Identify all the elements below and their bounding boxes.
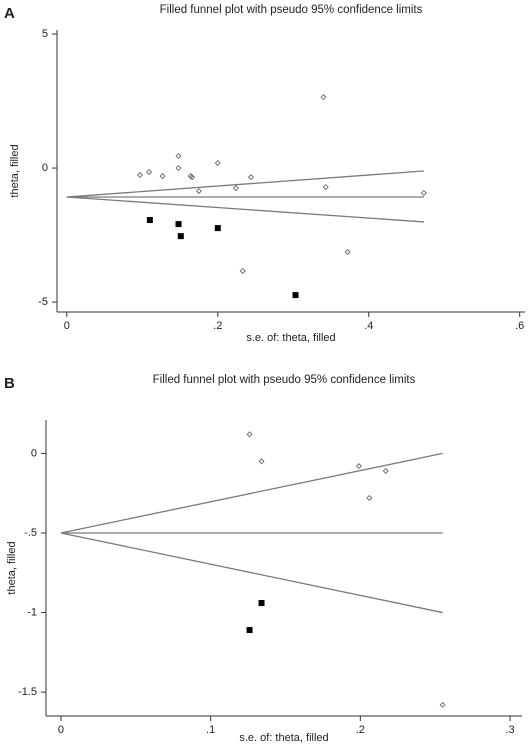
filled-study: [292, 292, 299, 299]
observed-study: [136, 171, 144, 179]
confidence-line: [60, 532, 443, 614]
panel-label: B: [4, 375, 15, 392]
panel-label: A: [4, 5, 15, 22]
observed-study: [247, 174, 255, 181]
x-tick-label: .2: [213, 320, 222, 332]
x-tick-label: .1: [206, 724, 215, 736]
chart-title: Filled funnel plot with pseudo 95% confi…: [160, 4, 423, 16]
observed-study: [366, 494, 373, 502]
y-tick-label: -1.5: [18, 686, 37, 698]
chart-title: Filled funnel plot with pseudo 95% confi…: [153, 374, 416, 386]
observed-study: [322, 184, 329, 191]
filled-study: [246, 627, 253, 634]
y-tick-label: 5: [42, 28, 48, 40]
y-axis-label: theta, filled: [9, 144, 21, 197]
observed-study: [246, 431, 253, 438]
observed-study: [146, 169, 153, 176]
y-tick-label: -5: [38, 296, 48, 308]
observed-study: [159, 173, 166, 180]
filled-study: [146, 217, 153, 224]
observed-study: [239, 267, 246, 275]
y-tick-label: -.5: [24, 527, 37, 539]
observed-study: [420, 189, 427, 197]
y-tick-label: 0: [31, 447, 37, 459]
observed-study: [355, 463, 362, 470]
filled-study: [177, 233, 184, 240]
confidence-line: [66, 196, 424, 223]
y-tick-label: -1: [27, 606, 37, 618]
filled-study: [258, 600, 265, 607]
observed-study: [189, 174, 196, 181]
x-tick-label: 0: [58, 724, 64, 736]
x-axis-label: s.e. of: theta, filled: [239, 732, 328, 744]
filled-study: [214, 225, 221, 232]
x-tick-label: .6: [515, 320, 524, 332]
filled-study: [175, 221, 182, 228]
observed-study: [439, 701, 446, 708]
observed-study: [195, 188, 202, 195]
x-tick-label: .2: [356, 724, 365, 736]
x-tick-label: .4: [364, 320, 373, 332]
y-axis-label: theta, filled: [6, 541, 18, 594]
observed-study: [320, 93, 327, 101]
confidence-line: [66, 170, 424, 198]
x-tick-label: 0: [64, 320, 70, 332]
confidence-line: [60, 452, 443, 534]
observed-study: [214, 159, 221, 166]
x-tick-label: .3: [505, 724, 514, 736]
x-axis-label: s.e. of: theta, filled: [246, 332, 335, 344]
observed-study: [258, 458, 265, 465]
observed-study: [382, 467, 389, 474]
y-tick-label: 0: [42, 162, 48, 174]
observed-study: [232, 185, 239, 192]
observed-study: [175, 165, 182, 172]
observed-study: [344, 248, 351, 255]
observed-study: [175, 152, 182, 160]
